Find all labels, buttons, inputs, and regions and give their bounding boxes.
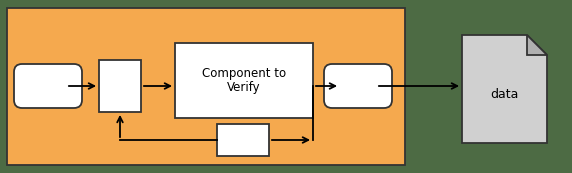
Polygon shape xyxy=(527,35,547,55)
Text: data: data xyxy=(490,88,519,101)
FancyBboxPatch shape xyxy=(14,64,82,108)
Text: Component to
Verify: Component to Verify xyxy=(202,66,286,94)
Bar xyxy=(99,60,141,112)
FancyBboxPatch shape xyxy=(324,64,392,108)
Bar xyxy=(175,43,313,118)
Bar xyxy=(7,8,405,165)
Polygon shape xyxy=(462,35,547,143)
Bar xyxy=(217,124,269,156)
